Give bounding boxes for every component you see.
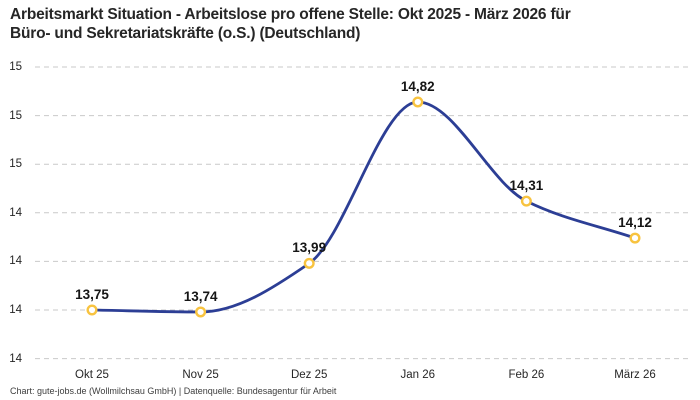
- y-axis-tick-label: 14: [9, 206, 22, 219]
- data-point-marker[interactable]: [303, 257, 315, 269]
- y-axis-tick-label: 14: [9, 304, 22, 316]
- data-point-value-label: 14,12: [618, 215, 652, 231]
- x-axis-tick-label: März 26: [614, 369, 656, 381]
- chart-footer: Chart: gute-jobs.de (Wollmilchsau GmbH) …: [10, 386, 337, 396]
- y-axis-tick-label: 14: [9, 352, 22, 365]
- data-point-value-label: 14,31: [509, 178, 544, 194]
- data-point-value-label: 14,82: [400, 78, 435, 94]
- x-axis-tick-label: Nov 25: [182, 369, 219, 381]
- x-axis-tick-label: Jan 26: [400, 369, 436, 381]
- x-axis-tick-label: Feb 26: [508, 369, 545, 381]
- chart-title-line-1: Arbeitsmarkt Situation - Arbeitslose pro…: [10, 6, 571, 23]
- x-axis-tick-label: Dez 25: [290, 369, 328, 381]
- x-axis-tick-label: Okt 25: [75, 369, 109, 381]
- data-point-value-label: 13,74: [183, 288, 218, 304]
- data-point-marker[interactable]: [412, 96, 424, 108]
- data-point-marker[interactable]: [629, 232, 641, 244]
- series-line: [90, 100, 637, 314]
- data-point-value-label: 13,99: [292, 240, 327, 256]
- data-point-marker[interactable]: [86, 304, 98, 316]
- data-point-marker[interactable]: [520, 195, 532, 207]
- chart-title: Arbeitsmarkt Situation - Arbeitslose pro…: [10, 5, 695, 43]
- data-point-marker[interactable]: [195, 306, 207, 318]
- y-axis-tick-label: 15: [9, 61, 22, 73]
- y-axis-tick-label: 15: [9, 109, 22, 122]
- data-point-value-label: 13,75: [75, 287, 109, 302]
- y-axis-tick-label: 14: [9, 255, 22, 268]
- chart-title-line-2: Büro- und Sekretariatskräfte (o.S.) (Deu…: [10, 25, 361, 42]
- y-axis-tick-label: 15: [9, 158, 22, 171]
